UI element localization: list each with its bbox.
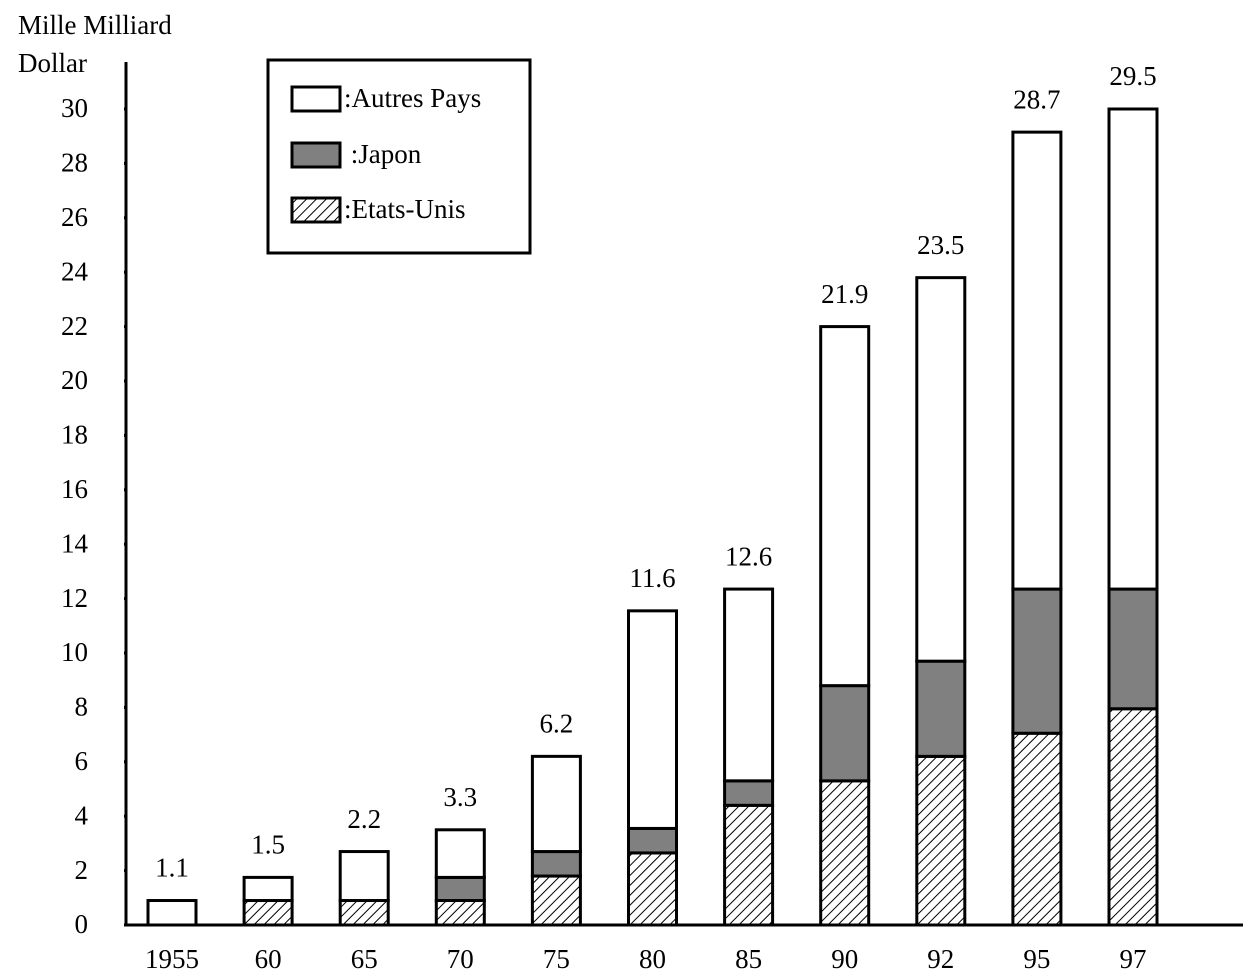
legend-swatch	[290, 196, 342, 224]
x-tick-label: 85	[735, 944, 762, 974]
y-tick-label: 12	[61, 583, 88, 613]
x-tick-label: 90	[831, 944, 858, 974]
legend-label: :Etats-Unis	[344, 194, 466, 224]
bar-segment	[530, 874, 582, 927]
y-tick-label: 18	[61, 420, 88, 450]
x-tick-label: 92	[927, 944, 954, 974]
y-tick-label: 24	[61, 256, 89, 286]
bar-segment	[819, 779, 871, 927]
bar-segment	[723, 803, 775, 927]
y-tick-label: 16	[61, 474, 88, 504]
bar-segment	[915, 276, 967, 663]
total-label: 21.9	[821, 279, 868, 309]
x-tick-label: 75	[543, 944, 570, 974]
total-label: 23.5	[917, 230, 964, 260]
y-tick-label: 20	[61, 365, 88, 395]
bar-segment	[434, 828, 486, 879]
total-label: 1.5	[251, 830, 285, 860]
bar-segment	[627, 826, 678, 855]
total-label: 12.6	[725, 541, 772, 571]
x-tick-label: 1955	[145, 944, 199, 974]
total-label: 1.1	[155, 853, 189, 883]
bar-segment	[723, 779, 775, 807]
y-tick-label: 14	[61, 528, 89, 558]
total-label: 28.7	[1013, 84, 1060, 114]
bar-segment	[819, 684, 871, 783]
total-label: 6.2	[540, 709, 574, 739]
y-axis-label: Dollar	[18, 48, 87, 78]
legend-swatch	[290, 85, 342, 113]
y-tick-label: 4	[75, 800, 89, 830]
legend-label: :Japon	[344, 139, 422, 169]
x-tick-label: 80	[639, 944, 666, 974]
bar-segment	[530, 754, 582, 854]
y-tick-label: 2	[75, 855, 89, 885]
bar-segment	[1011, 587, 1063, 735]
bar-segment	[627, 851, 678, 927]
bar-segment	[1011, 130, 1063, 591]
bar-segment	[242, 875, 294, 903]
bar-segment	[915, 659, 967, 758]
total-label: 29.5	[1109, 61, 1156, 91]
y-tick-label: 6	[75, 746, 89, 776]
bar-segment	[1107, 707, 1159, 927]
y-tick-label: 26	[61, 202, 88, 232]
x-tick-label: 95	[1023, 944, 1050, 974]
y-tick-label: 22	[61, 311, 88, 341]
bar-segment	[1011, 731, 1063, 927]
bar-segment	[434, 875, 486, 903]
y-tick-label: 30	[61, 93, 88, 123]
total-label: 2.2	[347, 804, 381, 834]
x-tick-label: 97	[1120, 944, 1147, 974]
bar-segment	[1107, 587, 1159, 711]
bar-segment	[1107, 107, 1159, 591]
legend-swatch	[290, 141, 342, 169]
bar-segment	[530, 850, 582, 878]
bar-segment	[819, 325, 871, 688]
total-label: 3.3	[443, 782, 477, 812]
bar-segment	[723, 587, 775, 783]
bar-segment	[338, 899, 390, 927]
bar-segment	[338, 850, 390, 903]
x-tick-label: 60	[255, 944, 282, 974]
x-tick-label: 70	[447, 944, 474, 974]
y-tick-label: 0	[75, 909, 89, 939]
bar-segment	[242, 899, 294, 927]
y-tick-label: 28	[61, 148, 88, 178]
y-tick-label: 8	[75, 692, 89, 722]
bar-segment	[434, 899, 486, 927]
bar-segment	[627, 609, 678, 830]
y-tick-label: 10	[61, 637, 88, 667]
y-axis-label: Mille Milliard	[18, 10, 172, 40]
bar-segment	[915, 754, 967, 927]
legend-label: :Autres Pays	[344, 83, 481, 113]
bar-segment	[146, 899, 198, 927]
total-label: 11.6	[629, 563, 675, 593]
x-tick-label: 65	[351, 944, 378, 974]
